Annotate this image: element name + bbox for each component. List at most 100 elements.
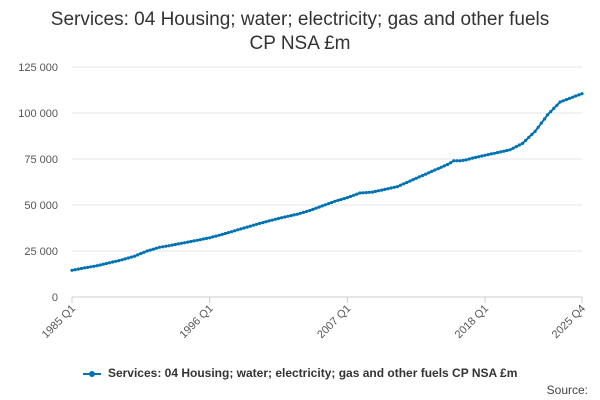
data-point — [470, 156, 475, 160]
data-point — [492, 151, 496, 155]
data-point — [217, 233, 221, 237]
data-point — [86, 265, 90, 269]
y-tick-label: 100 000 — [18, 108, 58, 120]
data-point — [458, 159, 462, 163]
data-point — [314, 206, 318, 210]
data-point — [483, 153, 487, 157]
data-point — [273, 217, 277, 221]
data-point — [489, 152, 493, 156]
data-point — [233, 229, 237, 233]
data-point — [283, 215, 287, 219]
data-point — [574, 94, 578, 98]
data-point — [280, 216, 284, 220]
data-point — [355, 192, 359, 196]
y-tick-label: 50 000 — [24, 200, 58, 212]
data-point — [464, 158, 468, 162]
data-point — [445, 162, 450, 167]
data-point — [449, 161, 453, 165]
data-point — [561, 99, 565, 103]
data-point — [580, 92, 584, 96]
data-point — [204, 236, 209, 240]
data-point — [92, 264, 96, 268]
data-point — [195, 238, 199, 242]
data-point — [364, 191, 368, 195]
data-point — [267, 219, 271, 223]
y-tick-label: 25 000 — [24, 246, 58, 258]
data-point — [436, 167, 440, 171]
x-tick-label: 2007 Q1 — [315, 303, 353, 341]
x-tick-label: 2018 Q1 — [453, 303, 491, 341]
data-point — [104, 261, 108, 266]
data-point — [179, 241, 184, 245]
data-point — [330, 200, 334, 205]
data-point — [427, 171, 431, 175]
source-label: Source: — [546, 383, 588, 397]
data-point — [505, 148, 509, 153]
data-point — [571, 95, 575, 99]
data-point — [173, 242, 177, 247]
data-point — [255, 222, 259, 226]
data-point — [79, 266, 83, 271]
data-point — [402, 182, 406, 186]
legend-swatch-icon — [82, 370, 101, 377]
data-point — [211, 235, 215, 239]
y-tick-label: 75 000 — [24, 154, 58, 166]
data-point — [370, 190, 374, 194]
data-point — [411, 178, 415, 182]
data-point — [189, 239, 193, 244]
data-point — [192, 239, 196, 243]
data-point — [339, 197, 343, 202]
data-point — [442, 164, 446, 168]
axes — [71, 297, 583, 303]
data-point — [323, 203, 327, 207]
data-point — [386, 187, 390, 191]
data-point — [230, 230, 234, 234]
data-point — [95, 264, 99, 268]
data-point — [183, 241, 187, 245]
x-tick-label: 1985 Q1 — [40, 303, 78, 341]
data-point — [546, 113, 550, 117]
legend[interactable]: Services: 04 Housing; water; electricity… — [0, 366, 600, 380]
data-point — [139, 252, 143, 256]
data-point — [242, 226, 246, 230]
data-point — [530, 132, 534, 136]
data-point — [251, 223, 256, 227]
data-point — [186, 240, 190, 244]
data-point — [564, 98, 569, 102]
legend-label: Services: 04 Housing; water; electricity… — [107, 366, 518, 380]
data-point — [577, 93, 581, 97]
data-point — [333, 199, 337, 203]
data-point — [539, 121, 543, 125]
data-point — [474, 155, 478, 159]
data-point — [383, 187, 387, 191]
data-point — [151, 247, 155, 251]
data-point — [521, 141, 525, 145]
data-point — [424, 172, 428, 176]
data-point — [486, 153, 490, 157]
data-point — [129, 255, 133, 259]
data-point — [261, 221, 265, 225]
data-point — [295, 212, 299, 216]
data-point — [276, 216, 281, 221]
data-point — [201, 237, 205, 241]
data-point — [514, 145, 518, 149]
data-point — [336, 198, 340, 202]
data-point — [220, 232, 224, 236]
chart-title: Services: 04 Housing; water; electricity… — [0, 8, 600, 56]
data-point — [289, 214, 293, 218]
data-point — [223, 231, 227, 236]
data-point — [286, 214, 290, 218]
data-point — [558, 100, 562, 104]
y-tick-label: 125 000 — [18, 62, 58, 74]
tick-labels: 0 25 000 50 000 75 000 100 000 125 000 1985 Q1… — [18, 62, 588, 341]
data-point — [258, 221, 262, 225]
data-point — [567, 96, 572, 100]
data-point — [348, 194, 353, 199]
data-point — [430, 169, 434, 173]
data-point — [73, 268, 77, 272]
data-point — [455, 159, 459, 163]
data-point — [248, 224, 252, 228]
data-point — [461, 158, 465, 162]
data-point — [117, 259, 121, 263]
